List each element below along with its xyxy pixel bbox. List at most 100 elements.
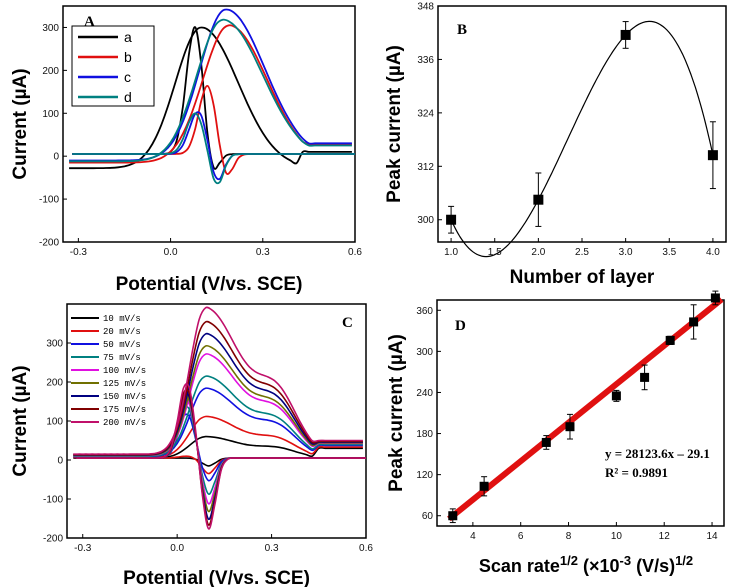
data-point xyxy=(620,29,631,40)
y-tick-label: 240 xyxy=(416,388,433,399)
cv-curve-d-reverse xyxy=(72,112,356,185)
y-tick-label: 60 xyxy=(422,511,434,522)
legend: 10 mV/s 20 mV/s 50 mV/s 75 mV/s 100 mV/s 125 … xyxy=(71,314,146,428)
y-tick-label: -200 xyxy=(43,534,63,545)
x-axis-label: Potential (V/vs. SCE) xyxy=(116,274,303,295)
data-point xyxy=(689,317,699,327)
y-tick-label: -100 xyxy=(43,495,63,506)
x-tick-label: 0.6 xyxy=(359,543,373,554)
x-tick-label: 0.6 xyxy=(348,247,362,258)
panel-d: 4 6 8 10 12 14 60 120 180 240 300 360 Peak current (… xyxy=(386,290,725,577)
x-axis-label-part: 1/2 xyxy=(560,553,578,568)
y-tick-label: 300 xyxy=(42,23,59,34)
legend-label-d: d xyxy=(124,89,132,105)
y-tick-label: -100 xyxy=(39,195,59,206)
x-tick-label: 3.5 xyxy=(662,247,676,258)
x-tick-label: 0.0 xyxy=(164,247,178,258)
plot-frame xyxy=(62,5,356,243)
x-axis-label-part: Scan rate xyxy=(479,556,560,576)
x-axis-label-part: (V/s) xyxy=(631,556,675,576)
fit-curve xyxy=(450,20,714,258)
data-point xyxy=(448,511,458,521)
y-tick-label: 180 xyxy=(416,429,433,440)
x-tick-label: 6 xyxy=(518,531,524,542)
legend-label: 175 mV/s xyxy=(103,405,146,415)
x-axis-label: Number of layer xyxy=(510,267,655,288)
data-point xyxy=(446,214,457,225)
y-tick-label: 300 xyxy=(416,347,433,358)
y-tick-label: 324 xyxy=(417,108,434,119)
y-tick-label: 0 xyxy=(57,456,63,467)
x-axis-label-part: 1/2 xyxy=(675,553,693,568)
y-axis-label: Current (µA) xyxy=(10,365,31,476)
legend-label: 200 mV/s xyxy=(103,418,146,428)
x-tick-label: 2.5 xyxy=(575,247,589,258)
data-point xyxy=(710,293,720,303)
fit-equation: y = 28123.6x – 29.1 xyxy=(605,446,710,461)
x-axis-label-part: (×10 xyxy=(578,556,620,576)
data-point xyxy=(665,335,675,345)
y-tick-label: 300 xyxy=(417,215,434,226)
legend-label: 150 mV/s xyxy=(103,392,146,402)
x-axis-label: Potential (V/vs. SCE) xyxy=(123,568,310,587)
r-squared: R² = 0.9891 xyxy=(605,465,668,480)
y-axis-label: Current (µA) xyxy=(10,68,31,179)
cv-curve-forward xyxy=(73,306,363,455)
cv-curve-d-forward xyxy=(69,18,352,163)
legend-label: 50 mV/s xyxy=(103,340,141,350)
x-tick-label: 1.0 xyxy=(444,247,458,258)
panel-a: -0.3 0.0 0.3 0.6 -200 -100 0 100 200 300 Current (… xyxy=(10,5,362,295)
x-tick-label: 0.3 xyxy=(265,543,279,554)
data-point xyxy=(611,391,621,401)
data-point xyxy=(640,372,650,382)
y-tick-label: 360 xyxy=(416,306,433,317)
data-point xyxy=(565,422,575,432)
legend-label-b: b xyxy=(124,49,132,65)
legend-label: 20 mV/s xyxy=(103,327,141,337)
x-tick-label: -0.3 xyxy=(74,543,92,554)
y-tick-label: 336 xyxy=(417,55,434,66)
legend-label: 10 mV/s xyxy=(103,314,141,324)
data-point xyxy=(479,481,489,491)
x-axis-label: Scan rate1/2 (×10-3 (V/s)1/2 xyxy=(479,553,693,577)
x-tick-label: 4 xyxy=(470,531,476,542)
legend-label-a: a xyxy=(124,29,132,45)
legend-label: 125 mV/s xyxy=(103,379,146,389)
panel-c: -0.3 0.0 0.3 0.6 -200 -100 0 100 200 300 Current (… xyxy=(10,303,373,587)
y-tick-label: 300 xyxy=(46,339,63,350)
legend-box xyxy=(71,25,155,107)
legend-label: 100 mV/s xyxy=(103,366,146,376)
y-tick-label: 312 xyxy=(417,162,434,173)
legend-label-c: c xyxy=(124,69,131,85)
panel-label: D xyxy=(455,318,466,334)
legend-label: 75 mV/s xyxy=(103,353,141,363)
y-tick-label: 0 xyxy=(53,152,59,163)
y-tick-label: 120 xyxy=(416,470,433,481)
cv-curve-reverse xyxy=(76,400,367,505)
x-tick-label: 10 xyxy=(611,531,623,542)
panel-label: C xyxy=(342,315,353,331)
cv-curve-reverse xyxy=(76,382,367,530)
x-tick-label: 0.0 xyxy=(170,543,184,554)
y-axis-label: Peak current (µA) xyxy=(386,334,407,492)
y-tick-label: 100 xyxy=(46,417,63,428)
plot-frame xyxy=(437,5,727,243)
x-tick-label: 4.0 xyxy=(706,247,720,258)
y-tick-label: 100 xyxy=(42,109,59,120)
data-point xyxy=(541,437,551,447)
x-tick-label: 8 xyxy=(566,531,572,542)
data-point xyxy=(533,194,544,205)
y-axis-label: Peak current (µA) xyxy=(384,45,405,203)
x-tick-label: 0.3 xyxy=(256,247,270,258)
x-tick-label: 14 xyxy=(706,531,718,542)
x-tick-label: 1.5 xyxy=(488,247,502,258)
x-tick-label: 3.0 xyxy=(619,247,633,258)
y-tick-label: 200 xyxy=(46,378,63,389)
plot-frame xyxy=(436,299,725,527)
x-axis-label-part: -3 xyxy=(620,553,632,568)
data-point xyxy=(707,150,718,161)
y-tick-label: -200 xyxy=(39,238,59,249)
x-tick-label: 12 xyxy=(659,531,671,542)
